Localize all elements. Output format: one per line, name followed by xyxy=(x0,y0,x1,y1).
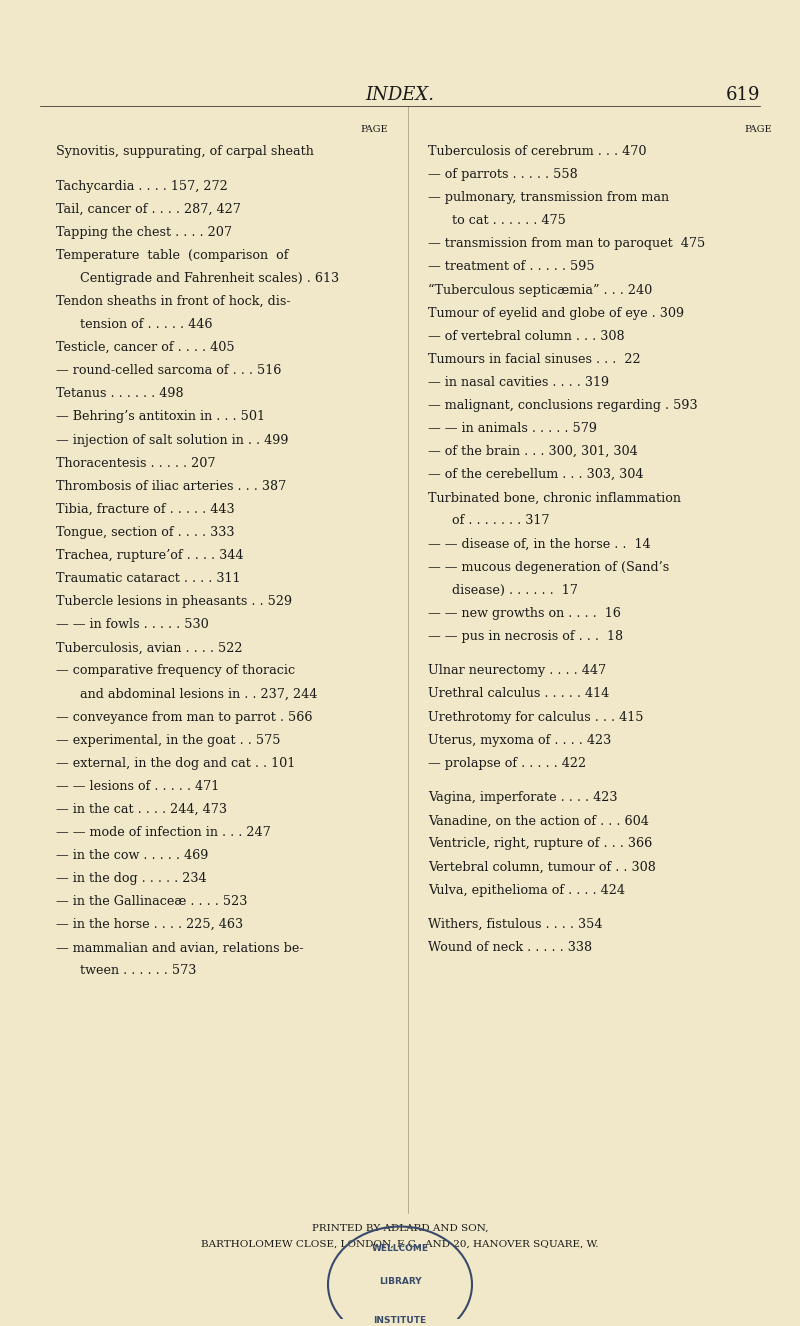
Text: — prolapse of . . . . . 422: — prolapse of . . . . . 422 xyxy=(428,757,586,769)
Text: 619: 619 xyxy=(726,86,760,103)
Text: — — mucous degeneration of (Sand’s: — — mucous degeneration of (Sand’s xyxy=(428,561,670,574)
Text: Turbinated bone, chronic inflammation: Turbinated bone, chronic inflammation xyxy=(428,491,681,504)
Text: — of the cerebellum . . . 303, 304: — of the cerebellum . . . 303, 304 xyxy=(428,468,643,481)
Text: — pulmonary, transmission from man: — pulmonary, transmission from man xyxy=(428,191,669,204)
Text: — of the brain . . . 300, 301, 304: — of the brain . . . 300, 301, 304 xyxy=(428,446,638,457)
Text: Temperature  table  (comparison  of: Temperature table (comparison of xyxy=(56,249,289,263)
Text: Testicle, cancer of . . . . 405: Testicle, cancer of . . . . 405 xyxy=(56,341,234,354)
Text: Ulnar neurectomy . . . . 447: Ulnar neurectomy . . . . 447 xyxy=(428,664,606,678)
Text: — in nasal cavities . . . . 319: — in nasal cavities . . . . 319 xyxy=(428,375,609,389)
Text: tween . . . . . . 573: tween . . . . . . 573 xyxy=(72,964,196,977)
Text: INDEX.: INDEX. xyxy=(366,86,434,103)
Text: Tumour of eyelid and globe of eye . 309: Tumour of eyelid and globe of eye . 309 xyxy=(428,306,684,320)
Text: — transmission from man to paroquet  475: — transmission from man to paroquet 475 xyxy=(428,237,706,251)
Text: — in the dog . . . . . 234: — in the dog . . . . . 234 xyxy=(56,873,206,884)
Text: — malignant, conclusions regarding . 593: — malignant, conclusions regarding . 593 xyxy=(428,399,698,412)
Text: Withers, fistulous . . . . 354: Withers, fistulous . . . . 354 xyxy=(428,918,602,931)
Text: Uterus, myxoma of . . . . 423: Uterus, myxoma of . . . . 423 xyxy=(428,733,611,747)
Text: “Tuberculous septicæmia” . . . 240: “Tuberculous septicæmia” . . . 240 xyxy=(428,284,652,297)
Text: — — new growths on . . . .  16: — — new growths on . . . . 16 xyxy=(428,607,621,619)
Text: Tuberculosis, avian . . . . 522: Tuberculosis, avian . . . . 522 xyxy=(56,642,242,654)
Text: Synovitis, suppurating, of carpal sheath: Synovitis, suppurating, of carpal sheath xyxy=(56,145,314,158)
Text: — in the Gallinaceæ . . . . 523: — in the Gallinaceæ . . . . 523 xyxy=(56,895,247,908)
Text: — — pus in necrosis of . . .  18: — — pus in necrosis of . . . 18 xyxy=(428,630,623,643)
Text: LIBRARY: LIBRARY xyxy=(378,1277,422,1286)
Text: — comparative frequency of thoracic: — comparative frequency of thoracic xyxy=(56,664,295,678)
Text: to cat . . . . . . 475: to cat . . . . . . 475 xyxy=(444,215,566,227)
Text: Tetanus . . . . . . 498: Tetanus . . . . . . 498 xyxy=(56,387,184,400)
Text: Ventricle, right, rupture of . . . 366: Ventricle, right, rupture of . . . 366 xyxy=(428,838,652,850)
Text: — injection of salt solution in . . 499: — injection of salt solution in . . 499 xyxy=(56,434,289,447)
Text: — of parrots . . . . . 558: — of parrots . . . . . 558 xyxy=(428,168,578,182)
Text: Vertebral column, tumour of . . 308: Vertebral column, tumour of . . 308 xyxy=(428,861,656,874)
Text: Urethral calculus . . . . . 414: Urethral calculus . . . . . 414 xyxy=(428,687,610,700)
Text: — in the cat . . . . 244, 473: — in the cat . . . . 244, 473 xyxy=(56,802,227,815)
Text: Tendon sheaths in front of hock, dis-: Tendon sheaths in front of hock, dis- xyxy=(56,296,290,308)
Text: — conveyance from man to parrot . 566: — conveyance from man to parrot . 566 xyxy=(56,711,313,724)
Text: — — mode of infection in . . . 247: — — mode of infection in . . . 247 xyxy=(56,826,270,839)
Text: Thrombosis of iliac arteries . . . 387: Thrombosis of iliac arteries . . . 387 xyxy=(56,480,286,493)
Text: Tongue, section of . . . . 333: Tongue, section of . . . . 333 xyxy=(56,526,234,538)
Text: Tuberculosis of cerebrum . . . 470: Tuberculosis of cerebrum . . . 470 xyxy=(428,145,646,158)
Text: Vulva, epithelioma of . . . . 424: Vulva, epithelioma of . . . . 424 xyxy=(428,883,625,896)
Text: WELLCOME: WELLCOME xyxy=(371,1244,429,1253)
Text: tension of . . . . . 446: tension of . . . . . 446 xyxy=(72,318,213,332)
Text: — — in fowls . . . . . 530: — — in fowls . . . . . 530 xyxy=(56,618,209,631)
Text: — experimental, in the goat . . 575: — experimental, in the goat . . 575 xyxy=(56,733,281,747)
Text: Vagina, imperforate . . . . 423: Vagina, imperforate . . . . 423 xyxy=(428,792,618,805)
Text: — round-celled sarcoma of . . . 516: — round-celled sarcoma of . . . 516 xyxy=(56,365,282,378)
Text: BARTHOLOMEW CLOSE, LONDON, E.C., AND 20, HANOVER SQUARE, W.: BARTHOLOMEW CLOSE, LONDON, E.C., AND 20,… xyxy=(202,1240,598,1249)
Text: Tachycardia . . . . 157, 272: Tachycardia . . . . 157, 272 xyxy=(56,180,228,192)
Text: PRINTED BY ADLARD AND SON,: PRINTED BY ADLARD AND SON, xyxy=(312,1224,488,1233)
Text: — — disease of, in the horse . .  14: — — disease of, in the horse . . 14 xyxy=(428,537,650,550)
Text: — treatment of . . . . . 595: — treatment of . . . . . 595 xyxy=(428,260,594,273)
Text: Urethrotomy for calculus . . . 415: Urethrotomy for calculus . . . 415 xyxy=(428,711,643,724)
Text: — external, in the dog and cat . . 101: — external, in the dog and cat . . 101 xyxy=(56,757,295,769)
Text: Tail, cancer of . . . . 287, 427: Tail, cancer of . . . . 287, 427 xyxy=(56,203,241,216)
Text: — — in animals . . . . . 579: — — in animals . . . . . 579 xyxy=(428,422,597,435)
Text: Wound of neck . . . . . 338: Wound of neck . . . . . 338 xyxy=(428,941,592,955)
Text: and abdominal lesions in . . 237, 244: and abdominal lesions in . . 237, 244 xyxy=(72,687,318,700)
Text: Tubercle lesions in pheasants . . 529: Tubercle lesions in pheasants . . 529 xyxy=(56,595,292,609)
Text: disease) . . . . . .  17: disease) . . . . . . 17 xyxy=(444,583,578,597)
Text: Vanadine, on the action of . . . 604: Vanadine, on the action of . . . 604 xyxy=(428,814,649,827)
Text: INSTITUTE: INSTITUTE xyxy=(374,1317,426,1326)
Text: — of vertebral column . . . 308: — of vertebral column . . . 308 xyxy=(428,330,625,342)
Text: Trachea, rupture’of . . . . 344: Trachea, rupture’of . . . . 344 xyxy=(56,549,243,562)
Text: — Behring’s antitoxin in . . . 501: — Behring’s antitoxin in . . . 501 xyxy=(56,411,265,423)
Text: Tapping the chest . . . . 207: Tapping the chest . . . . 207 xyxy=(56,225,232,239)
Text: PAGE: PAGE xyxy=(360,125,388,134)
Text: Tibia, fracture of . . . . . 443: Tibia, fracture of . . . . . 443 xyxy=(56,503,234,516)
Text: — in the cow . . . . . 469: — in the cow . . . . . 469 xyxy=(56,849,208,862)
Text: PAGE: PAGE xyxy=(744,125,772,134)
Text: Tumours in facial sinuses . . .  22: Tumours in facial sinuses . . . 22 xyxy=(428,353,641,366)
Text: of . . . . . . . 317: of . . . . . . . 317 xyxy=(444,514,550,528)
Text: — — lesions of . . . . . 471: — — lesions of . . . . . 471 xyxy=(56,780,219,793)
Text: — mammalian and avian, relations be-: — mammalian and avian, relations be- xyxy=(56,941,304,955)
Text: — in the horse . . . . 225, 463: — in the horse . . . . 225, 463 xyxy=(56,918,243,931)
Text: Traumatic cataract . . . . 311: Traumatic cataract . . . . 311 xyxy=(56,572,241,585)
Text: Thoracentesis . . . . . 207: Thoracentesis . . . . . 207 xyxy=(56,456,215,469)
Text: Centigrade and Fahrenheit scales) . 613: Centigrade and Fahrenheit scales) . 613 xyxy=(72,272,339,285)
